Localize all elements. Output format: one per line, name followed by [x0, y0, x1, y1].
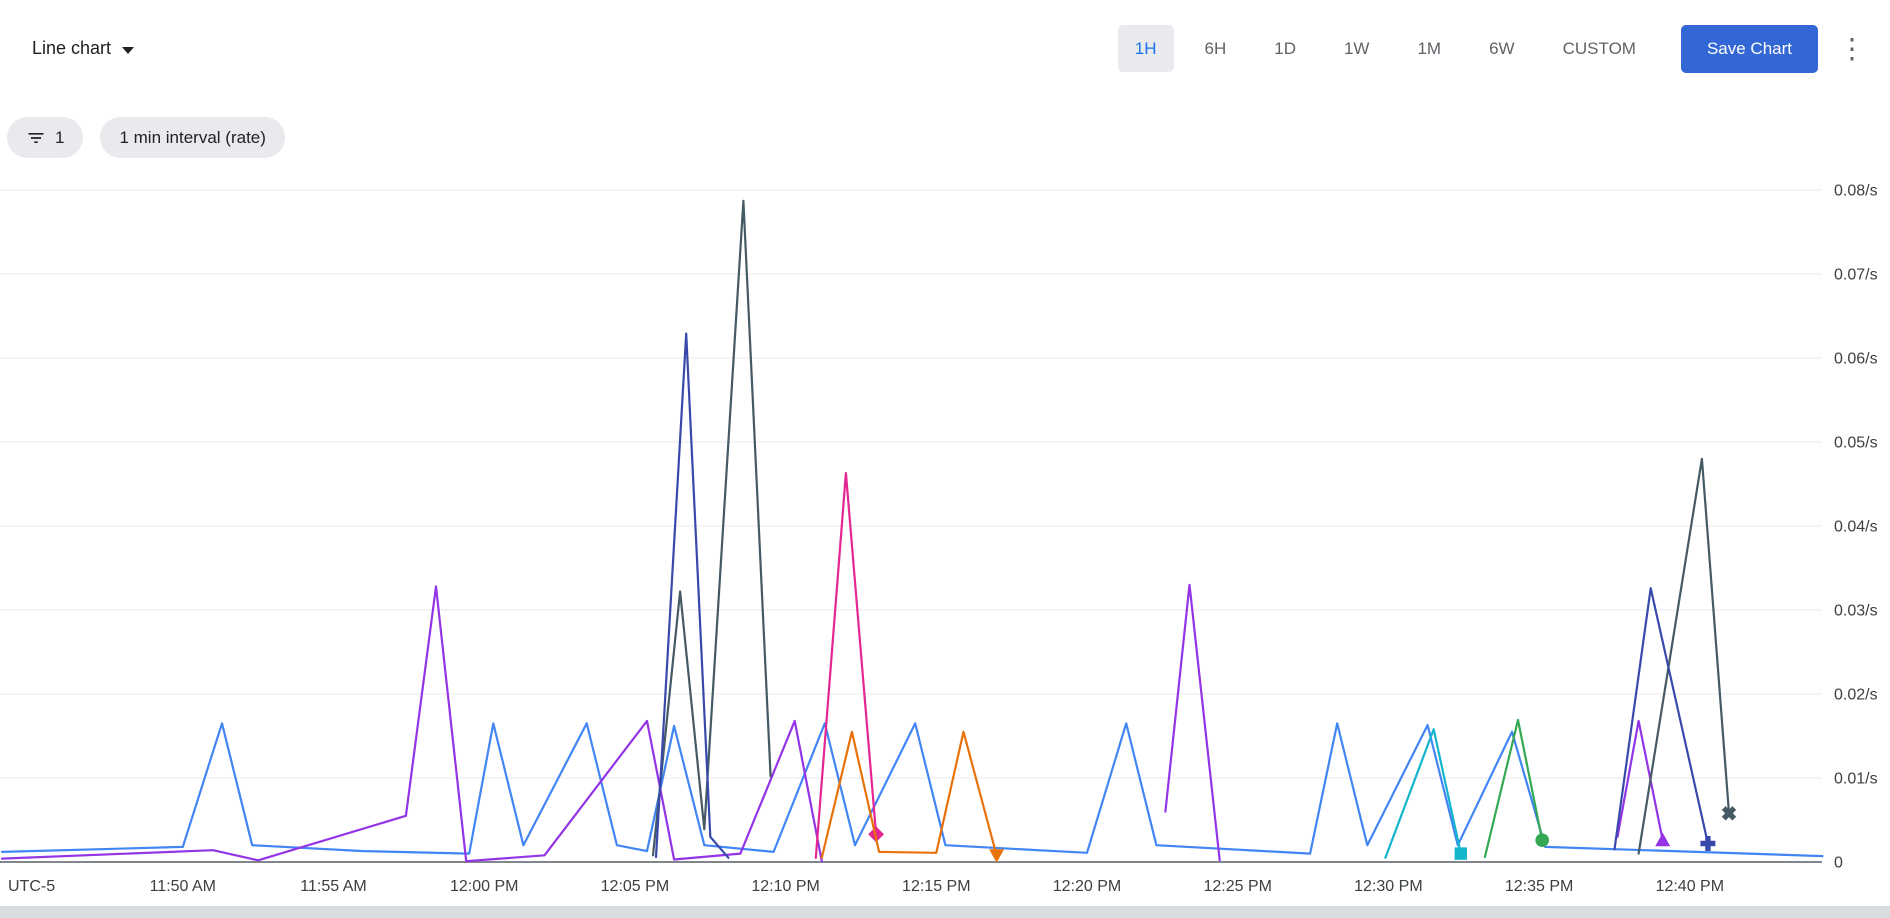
svg-text:12:30 PM: 12:30 PM	[1354, 878, 1422, 895]
time-range-button-6w[interactable]: 6W	[1472, 25, 1532, 72]
series-orange-end-marker	[989, 849, 1005, 863]
svg-text:0.07/s: 0.07/s	[1834, 267, 1878, 284]
svg-text:0.04/s: 0.04/s	[1834, 519, 1878, 536]
interval-label: 1 min interval (rate)	[119, 127, 266, 147]
filter-count: 1	[55, 127, 65, 147]
time-range-button-6h[interactable]: 6H	[1188, 25, 1244, 72]
svg-text:0.03/s: 0.03/s	[1834, 603, 1878, 620]
filter-bar: 1 1 min interval (rate)	[0, 117, 1890, 158]
line-chart-svg: 0 0.01/s 0.02/s 0.03/s 0.04/s 0.05/s 0.06/s 0.0…	[0, 183, 1878, 895]
chart-type-label: Line chart	[32, 38, 112, 58]
svg-text:0.08/s: 0.08/s	[1834, 183, 1878, 200]
svg-text:12:15 PM: 12:15 PM	[902, 878, 970, 895]
save-chart-button[interactable]: Save Chart	[1680, 24, 1818, 73]
svg-text:12:25 PM: 12:25 PM	[1203, 878, 1271, 895]
series-blue	[0, 722, 1824, 858]
svg-text:12:35 PM: 12:35 PM	[1505, 878, 1573, 895]
svg-text:0.02/s: 0.02/s	[1834, 687, 1878, 704]
series-slate	[651, 199, 1737, 857]
chart-toolbar: Line chart 1H 6H 1D 1W 1M 6W CUSTOM Save Chart…	[0, 0, 1890, 97]
svg-text:12:05 PM: 12:05 PM	[601, 878, 669, 895]
svg-text:11:50 AM: 11:50 AM	[150, 878, 216, 895]
svg-text:0.06/s: 0.06/s	[1834, 351, 1878, 368]
x-axis-labels: UTC-5 11:50 AM 11:55 AM 12:00 PM 12:05 PM 12:…	[8, 878, 1724, 895]
svg-text:0: 0	[1834, 855, 1843, 872]
svg-text:12:20 PM: 12:20 PM	[1053, 878, 1121, 895]
filter-chip[interactable]: 1	[7, 117, 84, 158]
series-indigo-end-marker	[1700, 836, 1716, 851]
series-magenta	[814, 472, 885, 859]
series-orange	[820, 730, 1005, 863]
series-green	[1483, 718, 1549, 859]
svg-text:12:10 PM: 12:10 PM	[751, 878, 819, 895]
time-range-button-1d[interactable]: 1D	[1257, 25, 1313, 72]
svg-text:0.05/s: 0.05/s	[1834, 435, 1878, 452]
timezone-label: UTC-5	[8, 878, 55, 895]
time-range-button-1w[interactable]: 1W	[1327, 25, 1387, 72]
svg-text:0.01/s: 0.01/s	[1834, 771, 1878, 788]
svg-text:12:40 PM: 12:40 PM	[1656, 878, 1724, 895]
series-purple	[0, 583, 1671, 863]
y-axis-labels: 0 0.01/s 0.02/s 0.03/s 0.04/s 0.05/s 0.06/s 0.0…	[1834, 183, 1878, 872]
time-range-selector: 1H 6H 1D 1W 1M 6W CUSTOM	[1117, 25, 1653, 72]
series-slate-end-marker	[1721, 806, 1737, 821]
bottom-divider	[0, 906, 1890, 918]
time-range-button-custom[interactable]: CUSTOM	[1546, 25, 1653, 72]
chart-type-dropdown[interactable]: Line chart	[32, 38, 135, 59]
svg-text:12:00 PM: 12:00 PM	[450, 878, 518, 895]
series-teal	[1384, 728, 1467, 860]
time-range-button-1h[interactable]: 1H	[1117, 25, 1174, 72]
svg-text:11:55 AM: 11:55 AM	[300, 878, 366, 895]
time-range-button-1m[interactable]: 1M	[1400, 25, 1458, 72]
series-indigo	[654, 332, 1716, 859]
chevron-down-icon	[122, 46, 135, 54]
filter-list-icon	[28, 132, 44, 143]
line-chart-canvas[interactable]: 0 0.01/s 0.02/s 0.03/s 0.04/s 0.05/s 0.06/s 0.0…	[0, 181, 1890, 906]
chart-gridlines	[0, 189, 1822, 779]
more-options-icon[interactable]: ⋮	[1838, 32, 1866, 64]
series-teal-end-marker	[1454, 847, 1467, 860]
series-purple-end-marker	[1655, 832, 1671, 847]
series-green-end-marker	[1535, 833, 1549, 847]
interval-chip[interactable]: 1 min interval (rate)	[100, 117, 285, 158]
